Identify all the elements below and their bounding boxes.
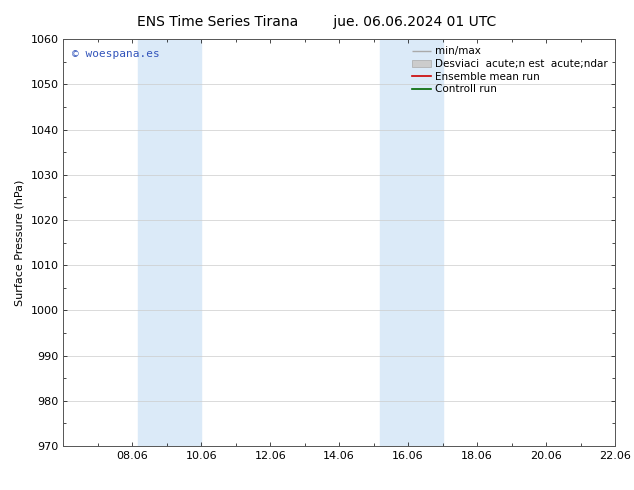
- Bar: [380, 39, 443, 446]
- Legend: min/max, Desviaci  acute;n est  acute;ndar, Ensemble mean run, Controll run: min/max, Desviaci acute;n est acute;ndar…: [410, 45, 610, 97]
- Y-axis label: Surface Pressure (hPa): Surface Pressure (hPa): [15, 179, 25, 306]
- Text: © woespana.es: © woespana.es: [72, 49, 159, 59]
- Bar: [138, 39, 201, 446]
- Text: ENS Time Series Tirana        jue. 06.06.2024 01 UTC: ENS Time Series Tirana jue. 06.06.2024 0…: [138, 15, 496, 29]
